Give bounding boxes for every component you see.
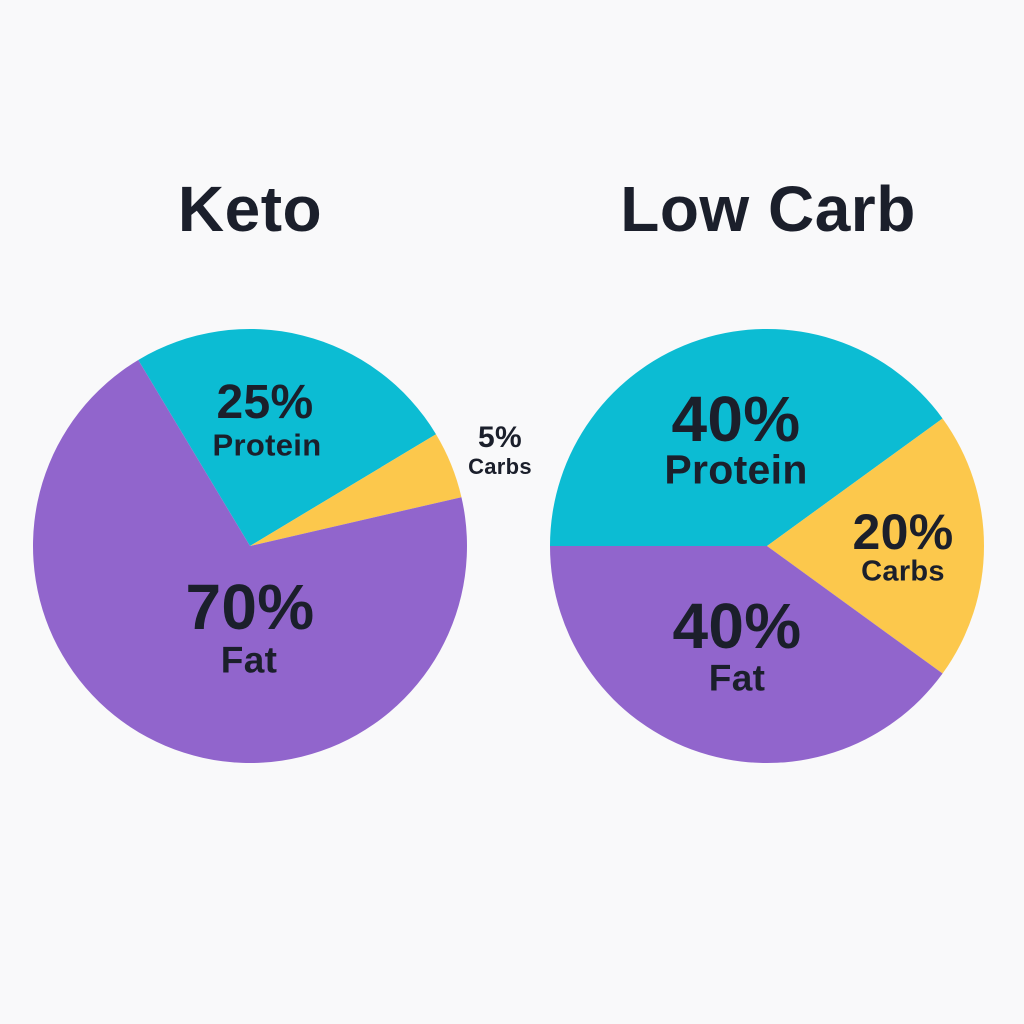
keto-protein-name-label: Protein — [212, 427, 322, 463]
keto-protein-percent-label: 25% — [216, 376, 314, 429]
low-carb-pie-slice-fat — [550, 546, 943, 764]
low-carb-fat-percent-label: 40% — [672, 590, 802, 662]
low-carb-carbs-name-label: Carbs — [861, 555, 945, 588]
low-carb-protein-percent-label: 40% — [671, 383, 801, 455]
low-carb-pie-slice-protein — [550, 328, 943, 546]
low-carb-carbs-percent-label: 20% — [852, 504, 954, 560]
keto-carbs-name-label: Carbs — [468, 454, 532, 479]
keto-pie-slice-carbs — [250, 434, 462, 546]
low-carb-pie-slice-carbs — [767, 418, 985, 674]
low-carb-fat-name-label: Fat — [708, 657, 766, 699]
keto-carbs-percent-label: 5% — [478, 421, 522, 454]
keto-fat-name-label: Fat — [220, 639, 278, 681]
low-carb-chart-title: Low Carb — [620, 173, 916, 245]
keto-pie-slice-fat — [33, 359, 468, 763]
keto-fat-percent-label: 70% — [185, 571, 315, 643]
keto-pie-slice-protein — [138, 328, 437, 546]
low-carb-protein-name-label: Protein — [664, 446, 808, 493]
keto-chart-title: Keto — [177, 173, 323, 245]
